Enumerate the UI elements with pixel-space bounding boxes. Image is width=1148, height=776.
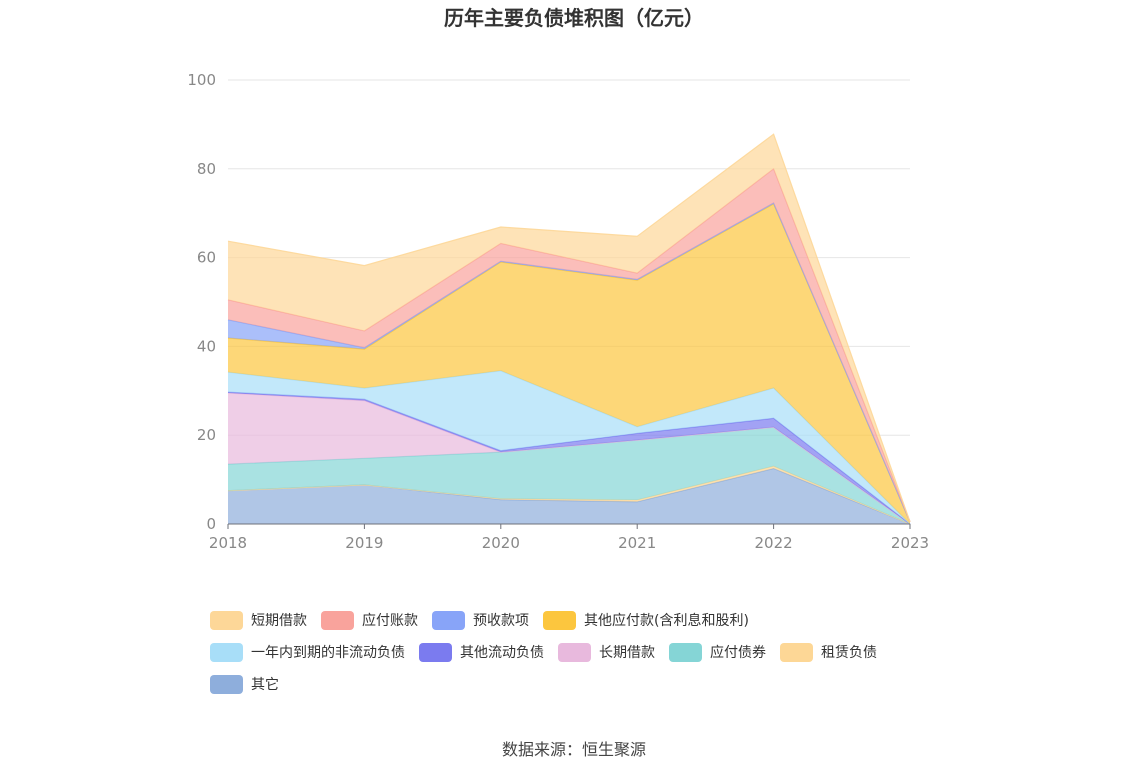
legend-item[interactable]: 长期借款	[558, 642, 655, 662]
series-area-2[interactable]	[228, 427, 910, 524]
legend-label: 预收款项	[473, 613, 529, 629]
y-tick-label: 100	[187, 71, 216, 89]
series-area-8[interactable]	[228, 168, 910, 522]
legend-item[interactable]: 应付债券	[669, 642, 766, 662]
legend-swatch	[419, 642, 452, 662]
legend-item[interactable]: 短期借款	[210, 610, 307, 630]
x-tick-label: 2020	[482, 534, 520, 552]
legend-swatch	[210, 642, 243, 662]
legend-label: 应付账款	[362, 613, 418, 629]
series-area-0[interactable]	[228, 468, 910, 525]
legend-swatch	[669, 642, 702, 662]
legend-label: 其他应付款(含利息和股利)	[584, 613, 749, 629]
legend-item[interactable]: 预收款项	[432, 610, 529, 630]
legend-swatch	[210, 674, 243, 694]
legend-label: 其他流动负债	[460, 645, 544, 661]
legend-swatch	[543, 610, 576, 630]
series-line-9	[227, 133, 911, 522]
legend-swatch	[321, 610, 354, 630]
legend-row: 短期借款 应付账款 预收款项 其他应付款(含利息和股利)	[210, 604, 970, 636]
legend-label: 应付债券	[710, 645, 766, 661]
x-tick-label: 2023	[891, 534, 929, 552]
series-area-6[interactable]	[228, 203, 910, 524]
legend-item[interactable]: 一年内到期的非流动负债	[210, 642, 405, 662]
legend-label: 一年内到期的非流动负债	[251, 645, 405, 661]
legend-label: 短期借款	[251, 613, 307, 629]
series-area-5[interactable]	[228, 370, 910, 524]
legend: 短期借款 应付账款 预收款项 其他应付款(含利息和股利) 一年内到期的非流动负债 其他流动…	[210, 604, 970, 700]
legend-row: 其它	[210, 668, 970, 700]
y-tick-label: 60	[197, 249, 216, 267]
legend-label: 长期借款	[599, 645, 655, 661]
y-tick-label: 40	[197, 337, 216, 355]
x-tick-label: 2018	[209, 534, 247, 552]
series-area-3[interactable]	[228, 393, 910, 524]
y-tick-label: 0	[206, 515, 216, 533]
axis-layer: 0 20 40 60 80 100 2018 2019 2020 2021 2022 2023	[187, 71, 929, 552]
legend-swatch	[558, 642, 591, 662]
legend-swatch	[432, 610, 465, 630]
legend-row: 一年内到期的非流动负债 其他流动负债 长期借款 应付债券 租赁负债	[210, 636, 970, 668]
legend-item[interactable]: 其他应付款(含利息和股利)	[543, 610, 749, 630]
legend-item[interactable]: 租赁负债	[780, 642, 877, 662]
series-area-9[interactable]	[228, 134, 910, 522]
x-tick-label: 2019	[345, 534, 383, 552]
chart-title: 历年主要负债堆积图（亿元）	[444, 6, 704, 30]
y-tick-label: 20	[197, 426, 216, 444]
area-layer	[227, 133, 911, 525]
legend-item[interactable]: 其它	[210, 674, 279, 694]
legend-item[interactable]: 其他流动负债	[419, 642, 544, 662]
legend-swatch	[210, 610, 243, 630]
series-area-4[interactable]	[228, 392, 910, 524]
legend-swatch	[780, 642, 813, 662]
x-tick-label: 2021	[618, 534, 656, 552]
legend-label: 租赁负债	[821, 645, 877, 661]
legend-label: 其它	[251, 677, 279, 693]
legend-item[interactable]: 应付账款	[321, 610, 418, 630]
x-tick-label: 2022	[755, 534, 793, 552]
source-note: 数据来源：恒生聚源	[501, 740, 646, 759]
y-tick-label: 80	[197, 160, 216, 178]
